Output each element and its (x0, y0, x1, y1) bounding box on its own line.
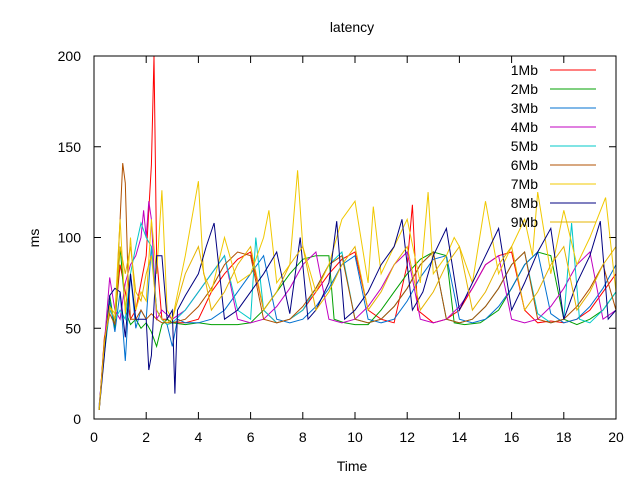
x-tick-label: 18 (556, 429, 572, 445)
x-tick-label: 8 (299, 429, 307, 445)
x-tick-label: 6 (247, 429, 255, 445)
legend-label-7Mb: 7Mb (511, 176, 538, 192)
x-tick-label: 10 (347, 429, 363, 445)
legend-label-6Mb: 6Mb (511, 157, 538, 173)
x-tick-label: 4 (195, 429, 203, 445)
legend-label-2Mb: 2Mb (511, 81, 538, 97)
legend-label-4Mb: 4Mb (511, 119, 538, 135)
x-tick-label: 16 (504, 429, 520, 445)
series-line-9Mb (98, 245, 616, 410)
y-tick-label: 150 (58, 139, 82, 155)
y-tick-label: 100 (58, 230, 82, 246)
series-lines (98, 56, 616, 410)
legend-label-9Mb: 9Mb (511, 214, 538, 230)
legend-label-1Mb: 1Mb (511, 62, 538, 78)
chart-title: latency (330, 19, 374, 35)
series-line-1Mb (98, 56, 616, 410)
y-axis-label: ms (26, 229, 42, 248)
plot-frame (93, 55, 617, 420)
legend-label-8Mb: 8Mb (511, 195, 538, 211)
series-line-6Mb (98, 163, 616, 410)
x-tick-label: 2 (142, 429, 150, 445)
series-line-8Mb (98, 219, 616, 410)
x-tick-label: 12 (399, 429, 415, 445)
legend: 1Mb 2Mb 3Mb 4Mb 5Mb 6Mb 7Mb 8Mb 9Mb (511, 62, 596, 230)
y-tick-label: 200 (58, 48, 82, 64)
x-tick-label: 0 (90, 429, 98, 445)
x-tick-label: 14 (452, 429, 468, 445)
series-line-4Mb (98, 201, 616, 407)
x-tick-label: 20 (608, 429, 624, 445)
legend-label-5Mb: 5Mb (511, 138, 538, 154)
y-tick-label: 0 (73, 411, 81, 427)
y-tick-label: 50 (65, 320, 81, 336)
legend-label-3Mb: 3Mb (511, 100, 538, 116)
x-axis-label: Time (337, 458, 368, 474)
